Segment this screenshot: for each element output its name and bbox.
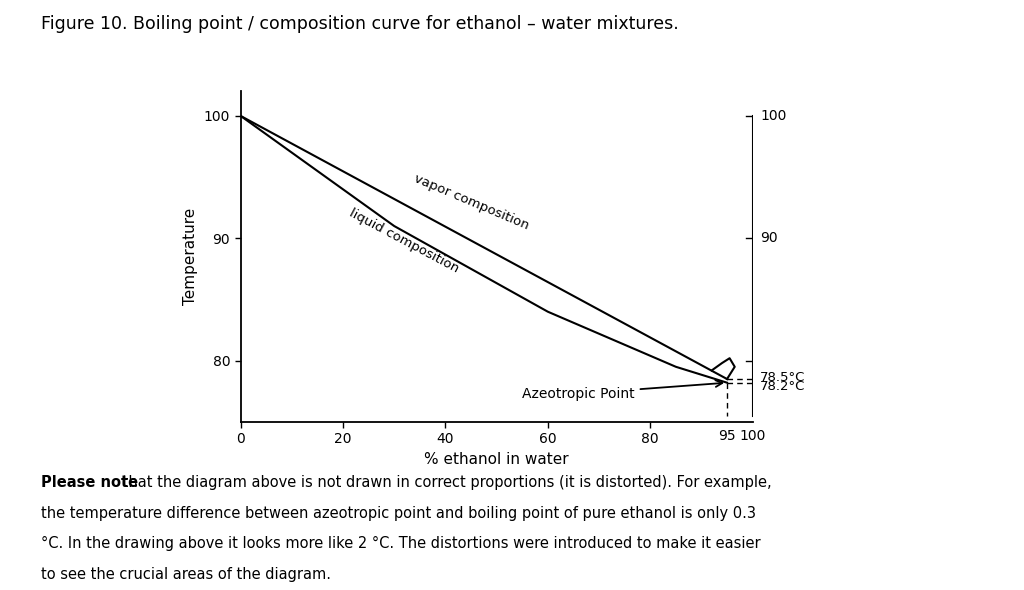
Text: Please note: Please note bbox=[41, 475, 138, 490]
Text: 78.2°C: 78.2°C bbox=[760, 381, 806, 394]
Text: Figure 10. Boiling point / composition curve for ethanol – water mixtures.: Figure 10. Boiling point / composition c… bbox=[41, 15, 679, 33]
Text: that the diagram above is not drawn in correct proportions (it is distorted). Fo: that the diagram above is not drawn in c… bbox=[118, 475, 771, 490]
Text: 78.5°C: 78.5°C bbox=[760, 371, 806, 384]
Text: °C. In the drawing above it looks more like 2 °C. The distortions were introduce: °C. In the drawing above it looks more l… bbox=[41, 536, 761, 551]
Text: to see the crucial areas of the diagram.: to see the crucial areas of the diagram. bbox=[41, 567, 331, 582]
Text: 90: 90 bbox=[760, 231, 778, 245]
Text: the temperature difference between azeotropic point and boiling point of pure et: the temperature difference between azeot… bbox=[41, 506, 756, 520]
Text: 95: 95 bbox=[718, 429, 736, 443]
Text: Azeotropic Point: Azeotropic Point bbox=[522, 380, 722, 401]
Text: liquid composition: liquid composition bbox=[347, 206, 462, 275]
Text: vapor composition: vapor composition bbox=[412, 172, 530, 232]
Text: 100: 100 bbox=[760, 109, 786, 123]
X-axis label: % ethanol in water: % ethanol in water bbox=[424, 452, 569, 467]
Y-axis label: Temperature: Temperature bbox=[183, 208, 199, 305]
Text: 100: 100 bbox=[739, 429, 766, 443]
